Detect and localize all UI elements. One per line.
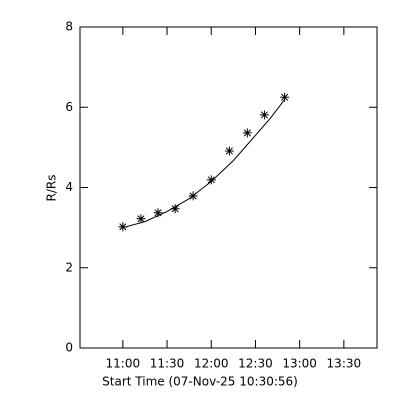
point	[242, 128, 252, 138]
point	[118, 222, 128, 232]
fit-curve	[122, 98, 286, 229]
point	[224, 146, 234, 156]
y-tick-label: 6	[65, 100, 73, 114]
x-tick-label: 12:00	[194, 357, 229, 371]
plot-frame	[79, 26, 378, 349]
point	[170, 204, 180, 214]
x-tick-label: 13:00	[282, 357, 317, 371]
point	[280, 92, 290, 102]
y-tick-label: 2	[65, 260, 73, 274]
point	[153, 208, 163, 218]
x-axis-label: Start Time (07-Nov-25 10:30:56)	[102, 375, 298, 389]
x-tick-label: 12:30	[238, 357, 273, 371]
y-tick-label: 4	[65, 180, 73, 194]
point	[259, 110, 269, 120]
x-tick-label: 11:00	[106, 357, 141, 371]
y-tick-label: 0	[65, 341, 73, 355]
y-tick-label: 8	[65, 20, 73, 34]
x-tick-label: 11:30	[150, 357, 185, 371]
point	[136, 214, 146, 224]
y-axis-label: R/Rs	[45, 175, 59, 202]
x-tick-label: 13:30	[327, 357, 362, 371]
point	[206, 175, 216, 185]
point	[188, 191, 198, 201]
